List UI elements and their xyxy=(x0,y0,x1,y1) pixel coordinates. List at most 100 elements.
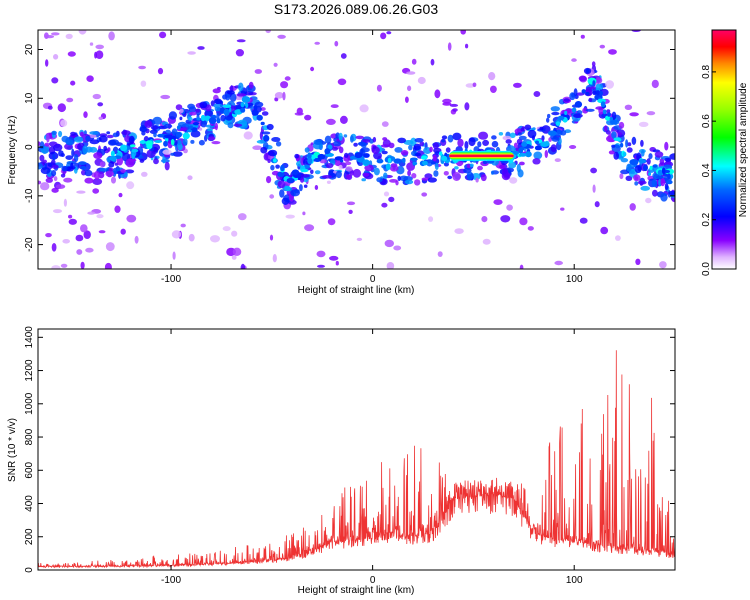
heatmap-cell xyxy=(299,184,303,192)
heatmap-cell xyxy=(626,147,633,153)
heatmap-cell xyxy=(354,152,363,159)
heatmap-cell xyxy=(182,132,190,140)
heatmap-cell xyxy=(236,39,246,43)
heatmap-cell xyxy=(547,113,551,119)
heatmap-cell xyxy=(385,163,391,171)
heatmap-cell xyxy=(45,59,49,67)
heatmap-cell xyxy=(383,172,388,180)
heatmap-cell xyxy=(284,76,291,81)
snr-y-tick-label: 1400 xyxy=(24,326,35,349)
heatmap-cell xyxy=(76,190,86,194)
heatmap-cell xyxy=(540,141,549,147)
heatmap-cell xyxy=(338,132,343,141)
heatmap-cell xyxy=(240,107,246,113)
heatmap-cell xyxy=(120,228,126,235)
heatmap-cell xyxy=(95,44,104,50)
heatmap-cell xyxy=(120,168,126,173)
heatmap-cell xyxy=(590,167,597,174)
heatmap-cell xyxy=(519,264,524,269)
heatmap-cell xyxy=(669,153,675,160)
heatmap-cell xyxy=(38,141,41,147)
heatmap-cell xyxy=(422,160,428,166)
heatmap-cell xyxy=(651,79,659,89)
heatmap-cell xyxy=(651,179,658,188)
heatmap-cells xyxy=(38,30,675,269)
heatmap-cell xyxy=(107,147,111,152)
heatmap-cell xyxy=(46,133,50,143)
heatmap-cell xyxy=(384,239,394,248)
heatmap-cell xyxy=(85,135,91,142)
heatmap-cell xyxy=(518,153,527,157)
heatmap-x-tick-label: 100 xyxy=(566,274,583,285)
heatmap-cell xyxy=(413,143,421,151)
heatmap-cell xyxy=(197,46,205,50)
heatmap-cell xyxy=(53,209,62,214)
heatmap-cell xyxy=(648,167,655,173)
heatmap-cell xyxy=(340,53,347,59)
heatmap-cell xyxy=(605,130,611,135)
heatmap-cell xyxy=(198,127,203,131)
heatmap-cell xyxy=(647,172,652,176)
heatmap-cell xyxy=(223,108,230,116)
heatmap-cell xyxy=(557,115,565,121)
heatmap-cell xyxy=(329,255,339,261)
heatmap-cell xyxy=(585,86,593,94)
heatmap-cell xyxy=(139,159,145,163)
heatmap-cell xyxy=(97,102,104,107)
heatmap-cell xyxy=(380,144,390,148)
heatmap-cell xyxy=(130,144,136,148)
heatmap-cell xyxy=(338,164,343,170)
heatmap-cell xyxy=(67,51,76,57)
heatmap-cell xyxy=(646,158,651,165)
snr-y-tick-label: 1200 xyxy=(24,359,35,382)
heatmap-y-ticks: -20 -10 0 10 20 xyxy=(24,44,675,252)
heatmap-cell xyxy=(45,177,53,183)
heatmap-cell xyxy=(381,121,389,127)
heatmap-cell xyxy=(420,155,428,160)
heatmap-cell xyxy=(598,90,603,96)
heatmap-cell xyxy=(563,98,570,102)
heatmap-cell xyxy=(585,91,590,96)
heatmap-cell xyxy=(464,102,470,111)
heatmap-cell xyxy=(574,101,583,108)
heatmap-cell xyxy=(188,116,193,121)
heatmap-cell xyxy=(533,91,541,97)
heatmap-cell xyxy=(638,159,647,164)
heatmap-cell xyxy=(635,258,641,265)
heatmap-cell xyxy=(146,143,153,150)
heatmap-cell xyxy=(328,169,336,176)
heatmap-cell xyxy=(188,125,193,129)
heatmap-cell xyxy=(62,239,70,244)
heatmap-cell xyxy=(182,138,188,146)
heatmap-cell xyxy=(535,140,539,145)
heatmap-cell xyxy=(600,226,609,235)
heatmap-cell xyxy=(65,155,73,161)
heatmap-cell xyxy=(541,125,551,134)
heatmap-cell xyxy=(157,133,166,138)
heatmap-cell xyxy=(179,108,184,113)
heatmap-cell xyxy=(445,147,451,153)
heatmap-cell xyxy=(80,261,85,269)
heatmap-cell xyxy=(300,168,309,173)
heatmap-cell xyxy=(326,180,331,184)
snr-y-ticks: 0 200 400 600 800 1000 1200 1400 xyxy=(24,326,675,573)
heatmap-cell xyxy=(439,151,443,156)
heatmap-cell xyxy=(490,85,497,94)
heatmap-cell xyxy=(175,131,182,138)
heatmap-cell xyxy=(267,159,271,163)
heatmap-cell xyxy=(170,152,176,156)
heatmap-cell xyxy=(359,104,369,113)
colorbar-tick-label: 0.6 xyxy=(701,114,712,128)
heatmap-cell xyxy=(88,134,97,138)
heatmap-x-tick-label: 0 xyxy=(370,274,376,285)
heatmap-cell xyxy=(300,177,305,183)
heatmap-cell xyxy=(654,151,664,158)
heatmap-cell xyxy=(176,139,182,146)
heatmap-cell xyxy=(477,141,482,148)
heatmap-cell xyxy=(627,142,632,147)
heatmap-cell xyxy=(404,179,414,185)
heatmap-cell xyxy=(481,216,488,223)
heatmap-cell xyxy=(310,169,314,175)
heatmap-cell xyxy=(261,131,271,135)
heatmap-cell xyxy=(348,209,353,214)
